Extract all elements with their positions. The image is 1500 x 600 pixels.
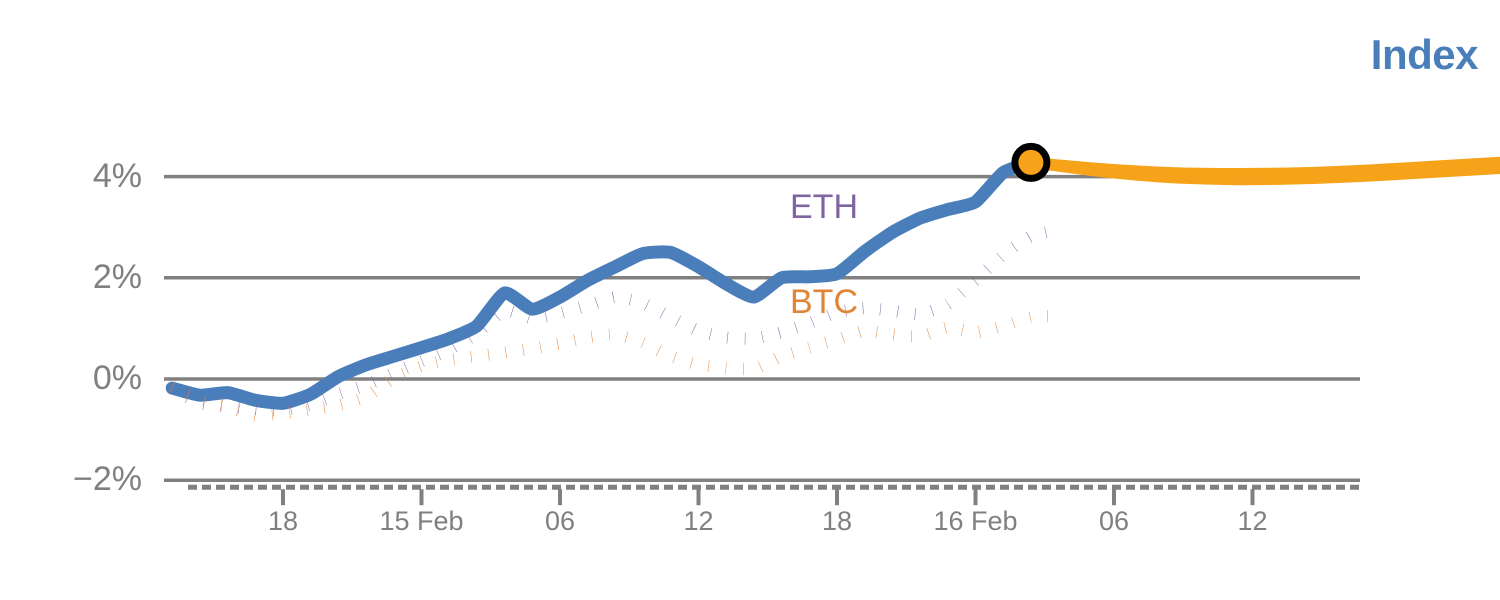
forecast-start-marker-icon[interactable] <box>1011 142 1051 182</box>
chart-title: Index <box>1370 31 1479 78</box>
series-label-eth: ETH <box>790 188 858 226</box>
forecast-band <box>1030 156 1500 186</box>
y-axis-tick-label: 2% <box>92 257 142 296</box>
series-line-index <box>165 155 1038 410</box>
series-label-btc: BTC <box>790 283 858 321</box>
series-line-eth <box>169 223 1060 417</box>
y-axis-tick-label: 0% <box>92 359 142 397</box>
x-axis-tick-label: 18 <box>821 506 853 536</box>
x-axis-tick-label: 16 Feb <box>933 506 1018 536</box>
x-axis-tick-label: 18 <box>267 506 299 536</box>
x-axis-tick-label: 06 <box>1098 506 1130 536</box>
x-axis-tick-label: 12 <box>683 506 714 536</box>
x-axis-tick-label: 15 Feb <box>379 506 464 536</box>
x-axis-tick-label: 06 <box>544 506 576 536</box>
x-axis-tick-label: 12 <box>1237 506 1268 536</box>
y-axis-tick-label: 4% <box>92 156 142 195</box>
y-axis-tick-label: −2% <box>73 460 142 499</box>
